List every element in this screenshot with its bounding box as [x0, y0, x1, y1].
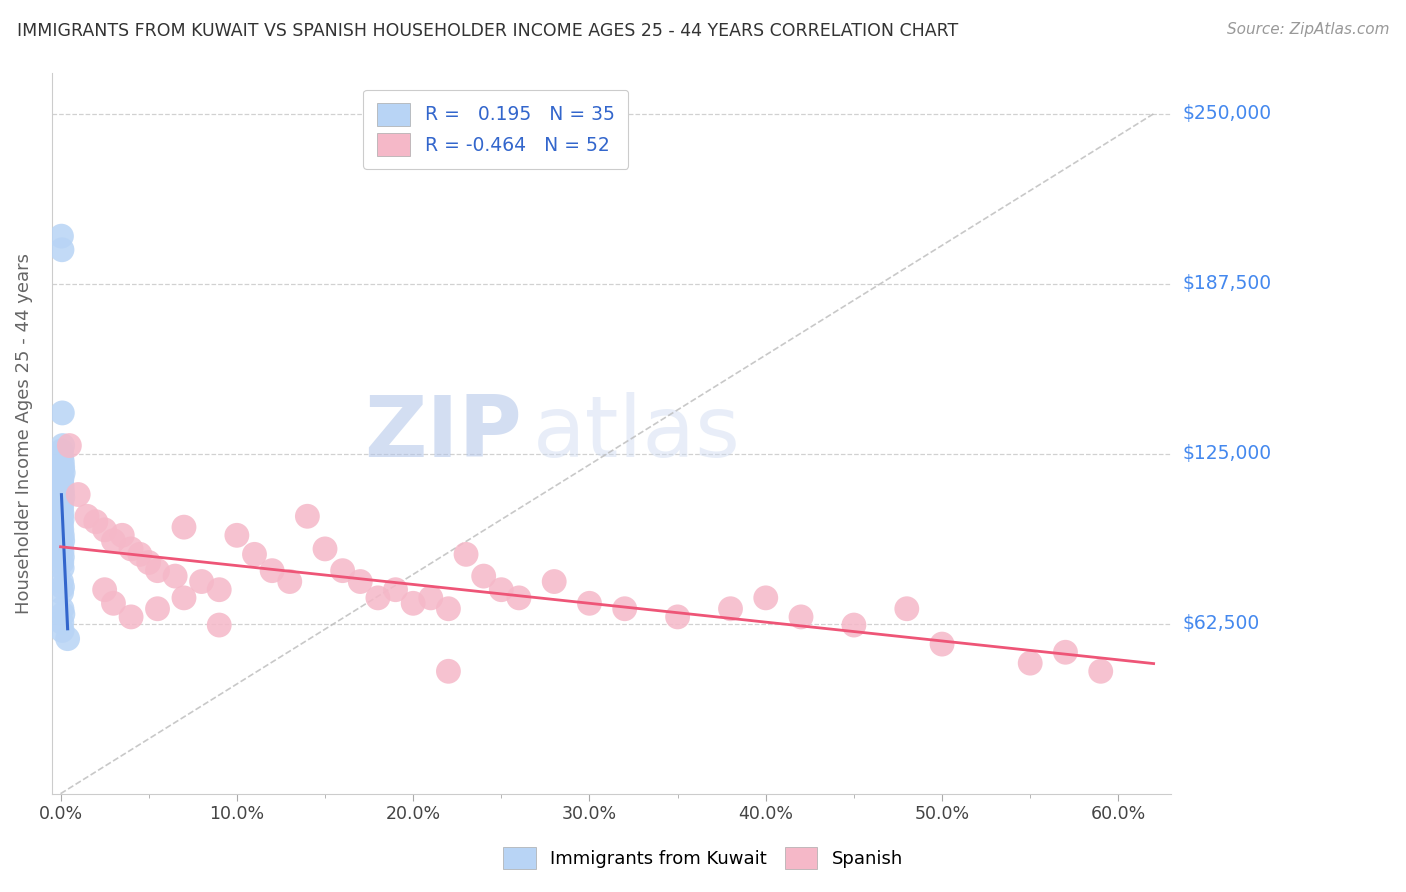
- Point: [146, 564, 169, 578]
- Point: [120, 541, 142, 556]
- Point: [146, 601, 169, 615]
- Point: [51, 585, 73, 599]
- Point: [51, 523, 73, 537]
- Point: [402, 596, 425, 610]
- Point: [666, 610, 689, 624]
- Point: [419, 591, 441, 605]
- Point: [173, 520, 195, 534]
- Point: [225, 528, 247, 542]
- Point: [491, 582, 513, 597]
- Text: ZIP: ZIP: [364, 392, 522, 475]
- Point: [56, 632, 79, 646]
- Point: [1090, 665, 1112, 679]
- Point: [543, 574, 565, 589]
- Point: [51, 561, 73, 575]
- Point: [52, 607, 75, 622]
- Point: [111, 528, 134, 542]
- Point: [51, 444, 73, 458]
- Point: [52, 466, 75, 480]
- Point: [138, 556, 160, 570]
- Point: [51, 229, 73, 244]
- Text: Source: ZipAtlas.com: Source: ZipAtlas.com: [1226, 22, 1389, 37]
- Point: [578, 596, 600, 610]
- Point: [51, 574, 73, 589]
- Text: $187,500: $187,500: [1182, 274, 1271, 293]
- Point: [51, 528, 73, 542]
- Point: [52, 439, 75, 453]
- Text: $125,000: $125,000: [1182, 444, 1271, 463]
- Point: [76, 509, 98, 524]
- Point: [52, 460, 75, 475]
- Point: [51, 501, 73, 516]
- Point: [367, 591, 389, 605]
- Point: [755, 591, 778, 605]
- Point: [51, 496, 73, 510]
- Point: [51, 556, 73, 570]
- Point: [67, 487, 90, 501]
- Point: [51, 479, 73, 493]
- Legend: Immigrants from Kuwait, Spanish: Immigrants from Kuwait, Spanish: [494, 838, 912, 879]
- Point: [51, 455, 73, 469]
- Point: [1054, 645, 1077, 659]
- Point: [93, 523, 115, 537]
- Point: [51, 580, 73, 594]
- Point: [51, 406, 73, 420]
- Point: [931, 637, 953, 651]
- Point: [842, 618, 865, 632]
- Point: [51, 601, 73, 615]
- Point: [52, 490, 75, 504]
- Point: [790, 610, 813, 624]
- Point: [103, 533, 125, 548]
- Point: [51, 507, 73, 521]
- Point: [51, 512, 73, 526]
- Point: [437, 601, 460, 615]
- Point: [349, 574, 371, 589]
- Point: [93, 582, 115, 597]
- Point: [454, 547, 477, 561]
- Text: atlas: atlas: [533, 392, 741, 475]
- Text: $62,500: $62,500: [1182, 615, 1260, 633]
- Point: [84, 515, 107, 529]
- Point: [613, 601, 636, 615]
- Point: [51, 474, 73, 488]
- Point: [314, 541, 336, 556]
- Point: [297, 509, 319, 524]
- Text: $250,000: $250,000: [1182, 104, 1271, 123]
- Point: [51, 624, 73, 638]
- Point: [51, 243, 73, 257]
- Text: IMMIGRANTS FROM KUWAIT VS SPANISH HOUSEHOLDER INCOME AGES 25 - 44 YEARS CORRELAT: IMMIGRANTS FROM KUWAIT VS SPANISH HOUSEH…: [17, 22, 957, 40]
- Point: [165, 569, 187, 583]
- Point: [896, 601, 918, 615]
- Point: [332, 564, 354, 578]
- Point: [508, 591, 530, 605]
- Y-axis label: Householder Income Ages 25 - 44 years: Householder Income Ages 25 - 44 years: [15, 252, 32, 614]
- Point: [262, 564, 284, 578]
- Point: [173, 591, 195, 605]
- Point: [120, 610, 142, 624]
- Point: [278, 574, 301, 589]
- Point: [208, 618, 231, 632]
- Point: [437, 665, 460, 679]
- Point: [720, 601, 742, 615]
- Legend: R =   0.195   N = 35, R = -0.464   N = 52: R = 0.195 N = 35, R = -0.464 N = 52: [363, 89, 628, 169]
- Point: [58, 439, 80, 453]
- Point: [51, 517, 73, 532]
- Point: [190, 574, 212, 589]
- Point: [51, 539, 73, 553]
- Point: [51, 550, 73, 565]
- Point: [243, 547, 266, 561]
- Point: [384, 582, 406, 597]
- Point: [1019, 656, 1042, 670]
- Point: [472, 569, 495, 583]
- Point: [208, 582, 231, 597]
- Point: [51, 471, 73, 485]
- Point: [129, 547, 152, 561]
- Point: [52, 533, 75, 548]
- Point: [51, 544, 73, 558]
- Point: [51, 450, 73, 464]
- Point: [103, 596, 125, 610]
- Point: [51, 484, 73, 499]
- Point: [51, 615, 73, 630]
